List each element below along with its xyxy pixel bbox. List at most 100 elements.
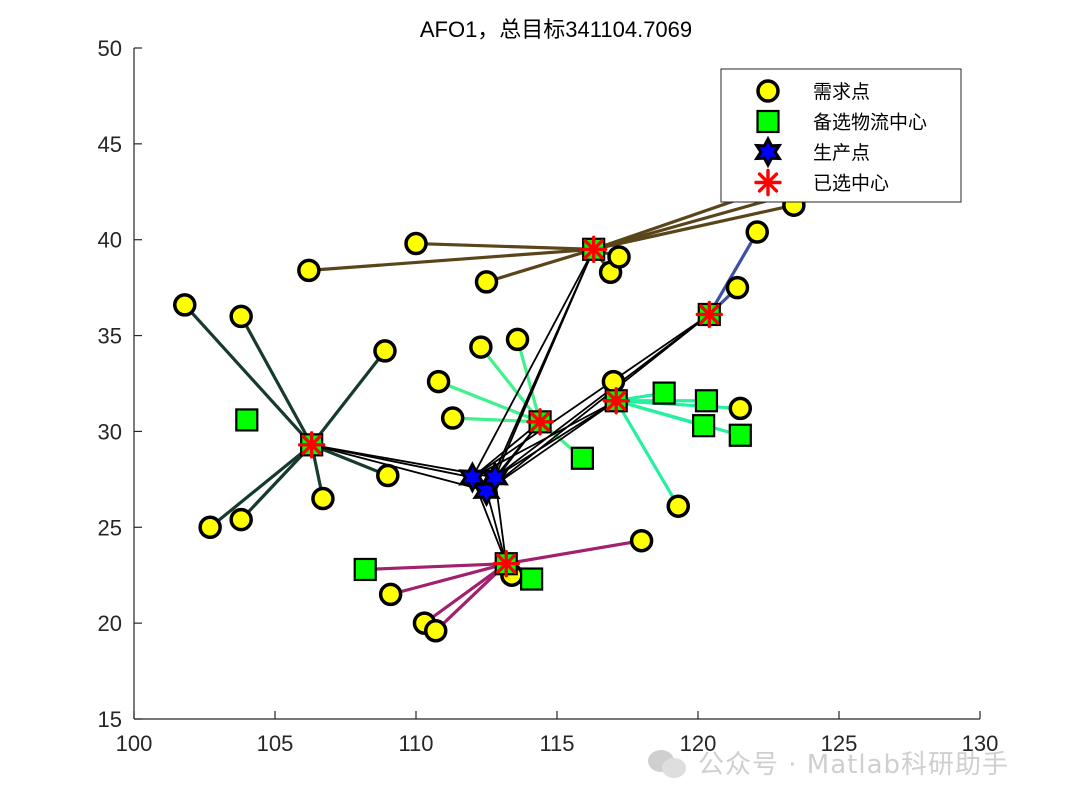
y-tick-label: 45 (98, 132, 122, 157)
wechat-logo-icon (648, 746, 688, 780)
legend-item-demand: 需求点 (756, 79, 870, 103)
production-link (471, 248, 595, 478)
cluster-link (707, 230, 759, 317)
production-link (485, 400, 617, 492)
chart-title: AFO1，总目标341104.7069 (420, 17, 692, 42)
production-link (485, 490, 508, 564)
legend-label: 需求点 (813, 81, 870, 103)
asterisk-stroke (757, 172, 779, 193)
demand-point (745, 220, 769, 244)
demand-point (505, 327, 530, 352)
cluster-link (614, 399, 742, 437)
cluster-link (614, 399, 742, 411)
demand-point (469, 335, 493, 359)
markers (173, 193, 806, 643)
demand-point (378, 582, 403, 607)
watermark-text: 公众号 · Matlab科研助手 (698, 750, 1010, 780)
demand-point (426, 369, 451, 394)
y-tick-label: 35 (98, 324, 122, 349)
x-tick-label: 110 (398, 731, 433, 756)
cluster-link (614, 399, 680, 508)
cluster-link (592, 203, 796, 251)
production-point (753, 135, 783, 169)
selected-center (297, 431, 326, 459)
cluster-link (434, 562, 508, 633)
y-tick-label: 25 (98, 515, 122, 540)
cluster-link (422, 562, 508, 625)
candidate-center (235, 408, 259, 432)
demand-point (474, 270, 499, 294)
production-link (471, 313, 710, 479)
candidate-center (728, 423, 752, 447)
y-tick-label: 20 (98, 611, 122, 636)
demand-point (229, 304, 253, 329)
selected-center (602, 387, 630, 415)
cluster-link (504, 539, 644, 566)
y-tick-label: 15 (98, 707, 122, 732)
candidate-center (652, 381, 676, 405)
selected-center (695, 300, 723, 329)
legend-item-production: 生产点 (753, 135, 870, 169)
cluster-link (307, 247, 596, 272)
asterisk-stroke (301, 434, 322, 456)
demand-point (725, 275, 750, 300)
cluster-link (389, 562, 508, 596)
production-point (480, 461, 509, 494)
candidate-center (694, 389, 719, 413)
cluster-link (436, 379, 542, 424)
watermark: 公众号 · Matlab科研助手 (648, 744, 1009, 781)
cluster-link (239, 443, 314, 522)
x-tick-label: 125 (821, 731, 858, 756)
demand-point (629, 528, 654, 553)
legend-label: 备选物流中心 (813, 112, 927, 134)
demand-point (376, 463, 400, 488)
legend-item-selected: 已选中心 (754, 168, 889, 197)
legend-item-candidate: 备选物流中心 (756, 109, 927, 134)
selected-center (526, 408, 554, 436)
legend-label: 生产点 (813, 142, 870, 164)
cluster-link (479, 345, 542, 424)
production-link (494, 248, 595, 478)
x-tick-label: 100 (116, 731, 153, 756)
y-tick-label: 30 (98, 419, 122, 444)
x-tick-label: 105 (257, 731, 294, 756)
demand-point (756, 79, 780, 103)
axes: 100 105 110 115 120 125 130 15 20 25 30 35 40 45 50 (98, 36, 999, 756)
demand-point (311, 486, 335, 511)
cluster-link (484, 247, 596, 284)
demand-point (229, 507, 253, 532)
production-link (494, 399, 617, 479)
x-tick-label: 130 (962, 731, 999, 756)
demand-point (423, 619, 448, 643)
production-link (494, 477, 508, 564)
cluster-link (515, 337, 542, 424)
demand-point (728, 396, 753, 421)
cluster-link (363, 562, 508, 572)
selected-center (492, 550, 520, 578)
candidate-center (570, 446, 594, 470)
demand-point (440, 406, 465, 430)
demand-point (297, 258, 321, 283)
demand-point (173, 293, 197, 317)
legend-label: 已选中心 (813, 173, 889, 195)
cluster-link (451, 416, 542, 424)
asterisk-stroke (583, 239, 604, 260)
cluster-link (310, 443, 390, 478)
cluster-link (208, 443, 314, 529)
demand-point (198, 515, 222, 540)
candidate-center (353, 557, 377, 582)
demand-point (607, 245, 631, 269)
asterisk-stroke (699, 304, 720, 325)
demand-point (404, 231, 428, 256)
demand-point (601, 369, 626, 394)
cluster-link (183, 303, 314, 447)
cluster-link (414, 241, 596, 251)
production-link (311, 443, 487, 492)
demand-point (373, 339, 397, 363)
production-link (494, 313, 710, 479)
asterisk-stroke (529, 411, 551, 433)
candidate-center (756, 109, 780, 134)
cluster-link (310, 349, 387, 447)
